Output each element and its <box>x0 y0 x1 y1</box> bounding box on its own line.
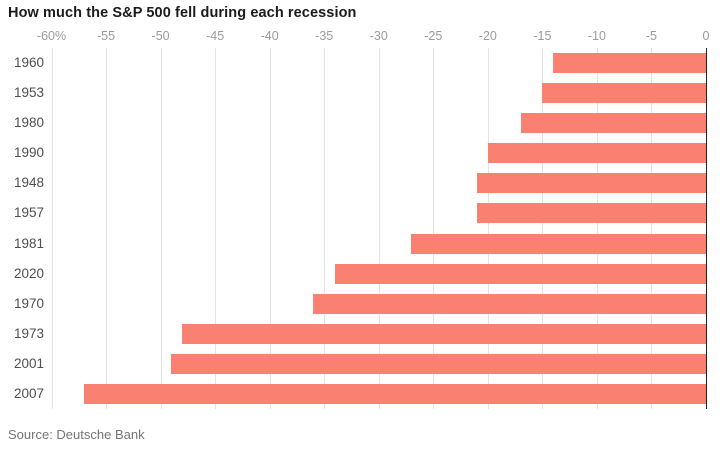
x-tick-label: -25 <box>424 29 443 43</box>
bar <box>520 113 706 134</box>
x-tick-label: -50 <box>151 29 170 43</box>
bar <box>313 293 706 314</box>
gridline <box>651 48 653 409</box>
bar <box>542 83 706 104</box>
year-label: 1953 <box>13 85 44 101</box>
chart-title: How much the S&P 500 fell during each re… <box>8 5 357 21</box>
bar <box>411 233 706 254</box>
year-label: 1970 <box>13 295 44 311</box>
x-tick-label: -35 <box>315 29 334 43</box>
gridline <box>596 48 598 409</box>
year-label: 1973 <box>13 325 44 341</box>
bar <box>487 143 706 164</box>
gridline <box>542 48 544 409</box>
bar <box>171 353 706 374</box>
x-tick-label: -10 <box>587 29 606 43</box>
year-label: 1960 <box>13 55 44 71</box>
year-label: 1948 <box>13 175 44 191</box>
bar <box>553 53 706 74</box>
bar <box>182 323 706 344</box>
year-label: 2007 <box>13 385 44 401</box>
year-label: 1980 <box>13 115 44 131</box>
gridline <box>378 48 380 409</box>
gridline <box>106 48 108 409</box>
bar <box>335 263 706 284</box>
year-label: 1990 <box>13 145 44 161</box>
bar <box>476 203 706 224</box>
x-tick-label: -55 <box>96 29 116 43</box>
gridline <box>51 48 53 409</box>
gridline <box>433 48 435 409</box>
x-tick-label: -5 <box>645 29 658 43</box>
gridline <box>324 48 326 409</box>
bar <box>84 383 706 404</box>
gridline <box>269 48 271 409</box>
x-tick-label: -40 <box>260 29 279 43</box>
year-label: 1981 <box>13 235 44 251</box>
x-tick-label: -20 <box>478 29 497 43</box>
bar <box>476 173 706 194</box>
x-tick-label: 0 <box>702 29 710 43</box>
zero-axis-line <box>705 48 707 409</box>
year-label: 2020 <box>13 265 44 281</box>
gridline <box>487 48 489 409</box>
x-tick-label: -45 <box>206 29 225 43</box>
year-label: 2001 <box>13 355 44 371</box>
gridline <box>215 48 217 409</box>
gridline <box>160 48 162 409</box>
x-tick-label: -60% <box>36 29 67 43</box>
x-tick-label: -15 <box>533 29 552 43</box>
source-note: Source: Deutsche Bank <box>8 427 145 442</box>
x-tick-label: -30 <box>369 29 388 43</box>
year-label: 1957 <box>13 205 44 221</box>
